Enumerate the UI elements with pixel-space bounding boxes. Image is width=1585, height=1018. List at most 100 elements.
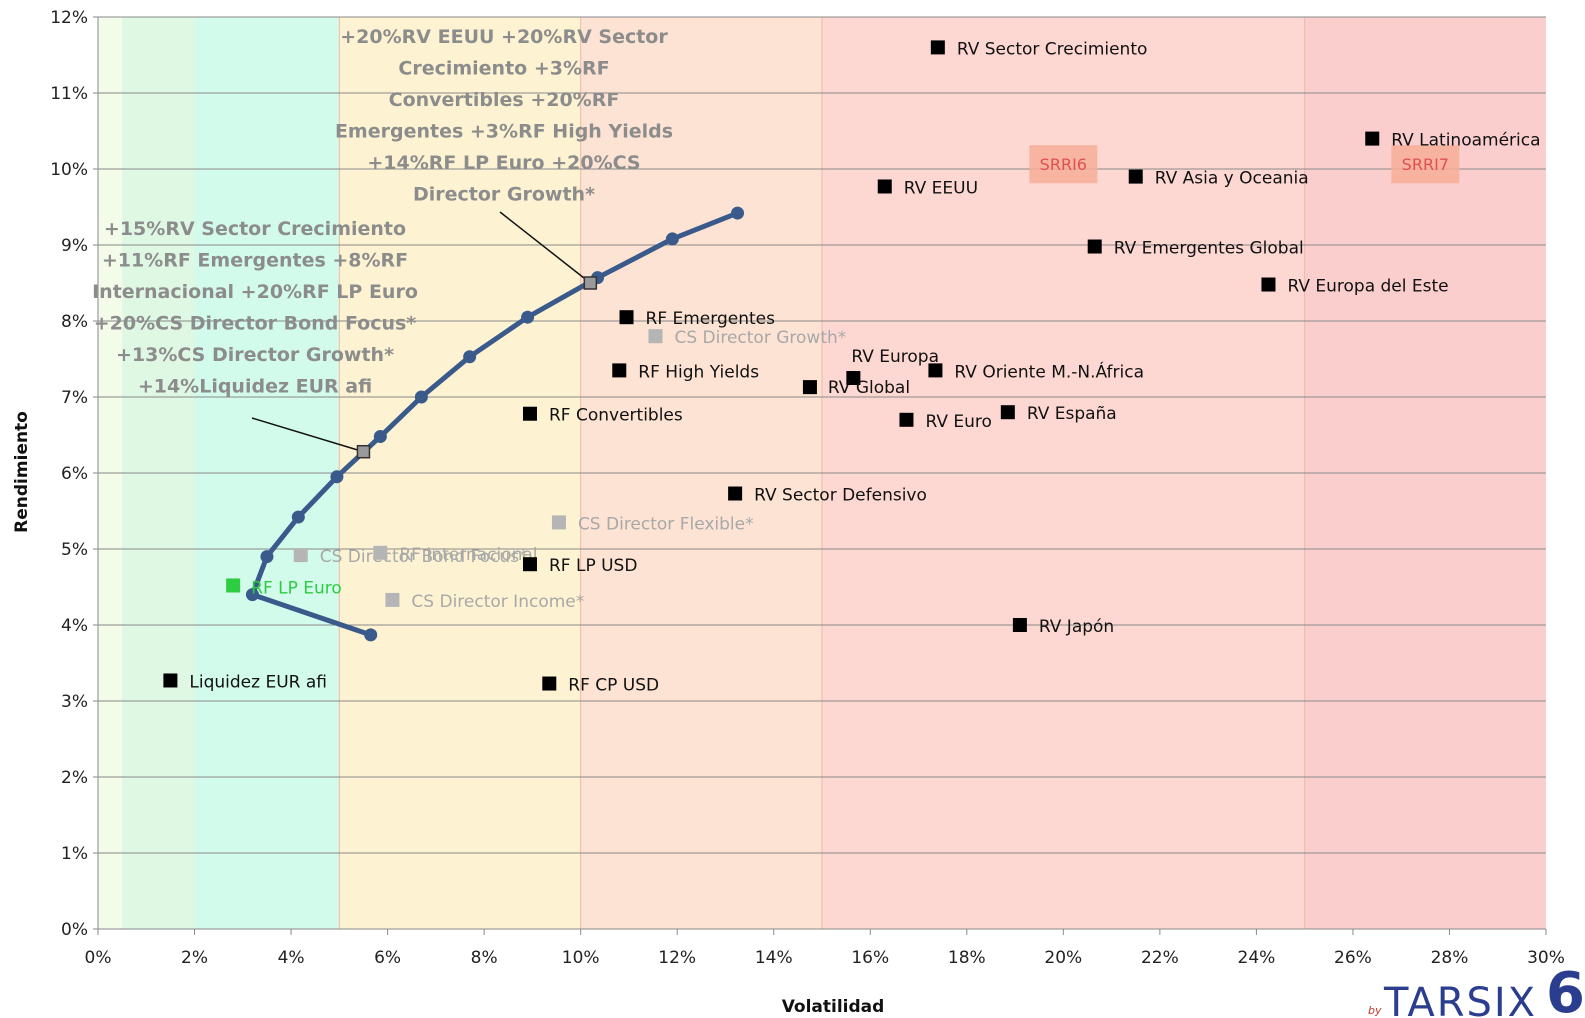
- frontier-point: [521, 310, 535, 324]
- point-marker: [551, 515, 566, 530]
- point-marker: [522, 557, 537, 572]
- point-label: RV Europa del Este: [1287, 277, 1448, 297]
- y-axis-ticks: 0% 1% 2% 3% 4% 5% 6% 7% 8% 9% 10% 11% 12%: [50, 8, 88, 940]
- annotations: +20%RV EEUU +20%RV Sector Crecimiento +3%…: [92, 26, 673, 459]
- annotation-leader: [251, 417, 364, 453]
- srri-label: SRRI7: [1402, 155, 1449, 174]
- annotation-line: Crecimiento +3%RF: [398, 58, 609, 80]
- annotation-line: +14%Liquidez EUR afi: [138, 376, 372, 398]
- frontier-point: [731, 206, 745, 220]
- point-label: RV España: [1027, 404, 1117, 424]
- gridlines: [93, 16, 1546, 930]
- x-tick-label: 26%: [1334, 948, 1372, 968]
- annotation-line: Convertibles +20%RF: [389, 89, 620, 111]
- annotation-line: Internacional +20%RF LP Euro: [92, 281, 418, 303]
- frontier-point: [364, 628, 378, 642]
- srri-box: [1029, 145, 1098, 184]
- point-label: CS Director Bond Focus*: [320, 547, 528, 567]
- frontier-point: [330, 470, 344, 484]
- y-tick-label: 3%: [61, 692, 88, 712]
- frontier-path: [250, 210, 739, 638]
- point-marker: [930, 40, 945, 55]
- x-axis-title: Volatilidad: [782, 997, 885, 1017]
- point-marker: [1365, 131, 1380, 146]
- x-tick-label: 4%: [278, 948, 305, 968]
- frontier-point: [463, 350, 477, 364]
- annotation-marker: [583, 276, 598, 290]
- x-tick-label: 22%: [1141, 948, 1179, 968]
- x-tick-label: 14%: [755, 948, 793, 968]
- point-label: RV Emergentes Global: [1114, 239, 1304, 259]
- point-marker: [1261, 277, 1276, 292]
- point-marker: [373, 545, 388, 560]
- logo-text: TARSIX: [1383, 980, 1537, 1018]
- annotation-line: +14%RF LP Euro +20%CS: [367, 152, 640, 174]
- x-tick-label: 12%: [658, 948, 696, 968]
- y-tick-label: 5%: [61, 540, 88, 560]
- x-tick-label: 30%: [1527, 948, 1565, 968]
- point-label: RV Euro: [925, 412, 991, 432]
- point-marker: [728, 486, 743, 501]
- logo-mark: 6: [1546, 961, 1585, 1018]
- point-label: Liquidez EUR afi: [189, 672, 327, 692]
- y-tick-label: 8%: [61, 312, 88, 332]
- point-label: RF Convertibles: [549, 406, 683, 426]
- annotation-line: +20%CS Director Bond Focus*: [94, 313, 417, 335]
- x-tick-label: 28%: [1431, 948, 1469, 968]
- point-marker: [1000, 405, 1015, 420]
- point-marker: [1012, 618, 1027, 632]
- annotation-line: +11%RF Emergentes +8%RF: [102, 250, 408, 272]
- point-marker: [293, 548, 308, 563]
- y-tick-label: 12%: [50, 8, 88, 28]
- point-label: RV Global: [828, 378, 910, 398]
- frontier-point: [260, 550, 274, 564]
- point-label: RV Asia y Oceania: [1155, 169, 1309, 189]
- point-label: RV Sector Defensivo: [754, 486, 927, 506]
- point-marker: [226, 578, 241, 593]
- point-label: RV EEUU: [904, 178, 978, 198]
- logo-by: by: [1368, 1004, 1382, 1017]
- point-marker: [928, 363, 943, 378]
- annotation-line: +15%RV Sector Crecimiento: [104, 218, 406, 240]
- tarsix-logo: by TARSIX 6: [1368, 961, 1585, 1018]
- y-tick-label: 4%: [61, 616, 88, 636]
- point-label: RF Internacional: [399, 545, 537, 565]
- annotation-marker: [356, 444, 371, 459]
- annotation-line: +13%CS Director Growth*: [116, 344, 394, 366]
- x-tick-label: 8%: [471, 948, 498, 968]
- y-tick-label: 10%: [50, 160, 88, 180]
- x-tick-label: 16%: [851, 948, 889, 968]
- data-points: RV Sector Crecimiento RV Latinoamérica RV …: [163, 39, 1541, 696]
- point-marker: [385, 592, 400, 607]
- srri-label: SRRI6: [1040, 155, 1087, 174]
- point-marker: [619, 310, 634, 325]
- point-label: RV Latinoamérica: [1391, 131, 1540, 151]
- point-label: CS Director Income*: [411, 592, 584, 612]
- point-marker: [877, 179, 892, 194]
- x-tick-label: 0%: [85, 948, 112, 968]
- srri-box: [1391, 145, 1460, 184]
- x-tick-label: 10%: [562, 948, 600, 968]
- x-tick-label: 6%: [374, 948, 401, 968]
- point-marker: [612, 363, 627, 378]
- y-tick-label: 9%: [61, 236, 88, 256]
- point-label: RV Oriente M.-N.África: [954, 360, 1144, 382]
- y-tick-label: 11%: [50, 84, 88, 104]
- point-label: RF LP Euro: [251, 578, 342, 598]
- frontier-point: [291, 510, 305, 524]
- point-marker: [1128, 169, 1143, 184]
- y-tick-label: 2%: [61, 768, 88, 788]
- x-axis-ticks: 0% 2% 4% 6% 8% 10% 12% 14% 16% 18% 20% 22% 24% 26% 28%…: [85, 929, 1565, 968]
- point-marker: [846, 371, 861, 385]
- x-tick-label: 2%: [181, 948, 208, 968]
- srri-labels: SRRI6 SRRI7: [1029, 145, 1460, 184]
- point-marker: [802, 380, 817, 395]
- frontier-point: [665, 232, 679, 246]
- point-label: RF High Yields: [638, 362, 759, 382]
- point-label: RV Europa: [851, 347, 939, 367]
- frontier-line: [245, 206, 745, 642]
- point-marker: [1087, 239, 1102, 254]
- annotation-leaders: [251, 211, 591, 453]
- y-tick-label: 0%: [61, 920, 88, 940]
